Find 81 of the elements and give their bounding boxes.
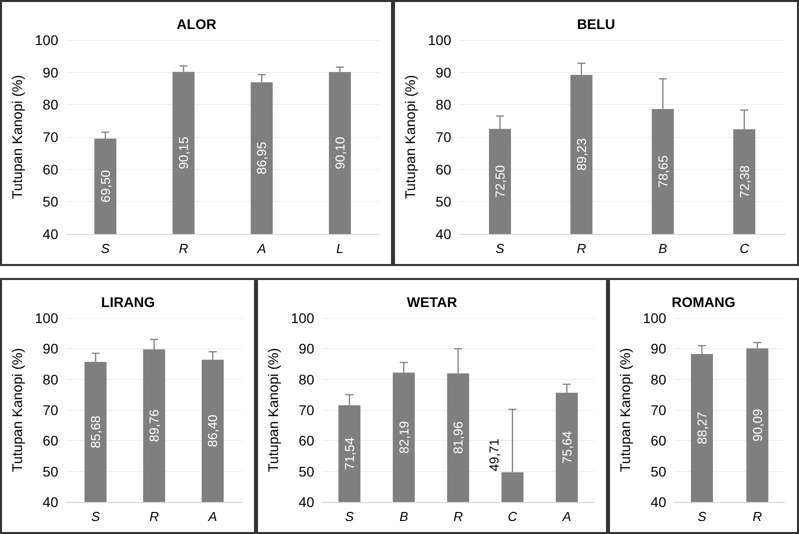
x-tick-label: A <box>256 241 266 256</box>
y-tick-label: 70 <box>42 402 58 418</box>
y-axis-title: Tutupan Kanopi (%) <box>9 75 25 199</box>
y-tick-label: 90 <box>436 64 452 80</box>
x-tick-label: C <box>508 509 518 524</box>
chart-title: ROMANG <box>672 294 736 310</box>
y-tick-label: 60 <box>650 432 666 449</box>
x-tick-label: S <box>101 241 110 256</box>
x-tick-label: R <box>453 509 463 524</box>
chart-title: LIRANG <box>101 294 155 310</box>
x-tick-label: A <box>207 509 218 524</box>
data-label: 69,50 <box>98 170 113 203</box>
y-axis-title: Tutupan Kanopi (%) <box>617 348 633 472</box>
x-tick-label: S <box>496 241 505 256</box>
y-tick-label: 80 <box>42 371 58 388</box>
y-tick-label: 50 <box>298 463 314 480</box>
x-tick-label: C <box>740 241 750 256</box>
x-tick-label: R <box>576 241 586 256</box>
x-tick-label: S <box>698 509 707 524</box>
data-label: 72,38 <box>736 165 752 198</box>
y-tick-label: 70 <box>650 402 666 418</box>
data-label: 85,68 <box>88 416 104 448</box>
y-tick-label: 50 <box>650 463 666 480</box>
x-tick-label: R <box>149 509 159 524</box>
y-tick-label: 40 <box>42 226 58 242</box>
y-axis-title: Tutupan Kanopi (%) <box>265 348 281 472</box>
y-tick-label: 60 <box>42 161 58 178</box>
y-tick-label: 100 <box>34 32 58 48</box>
chart-title: WETAR <box>406 294 458 310</box>
data-label: 78,65 <box>655 155 670 188</box>
y-tick-label: 60 <box>298 432 314 449</box>
chart-title: ALOR <box>176 16 216 32</box>
y-tick-label: 100 <box>34 310 58 326</box>
y-axis-title: Tutupan Kanopi (%) <box>402 75 418 199</box>
y-tick-label: 90 <box>42 340 58 357</box>
y-tick-label: 100 <box>290 310 314 326</box>
y-tick-label: 100 <box>642 310 666 326</box>
x-tick-label: S <box>345 509 354 524</box>
data-label: 49,71 <box>486 438 502 472</box>
y-tick-label: 100 <box>428 32 452 48</box>
y-tick-label: 80 <box>650 371 666 388</box>
x-tick-label: A <box>561 509 572 524</box>
data-label: 90,15 <box>176 136 192 170</box>
x-tick-label: B <box>658 241 668 256</box>
y-tick-label: 60 <box>42 432 58 449</box>
y-tick-label: 40 <box>42 494 58 510</box>
data-label: 90,09 <box>750 408 765 442</box>
data-label: 86,95 <box>254 142 270 174</box>
data-label: 89,23 <box>574 138 589 171</box>
x-tick-label: R <box>752 509 762 524</box>
data-label: 82,19 <box>396 421 412 454</box>
y-tick-label: 80 <box>42 96 58 113</box>
y-tick-label: 50 <box>42 194 58 210</box>
y-tick-label: 50 <box>436 194 452 210</box>
x-tick-label: S <box>91 509 100 524</box>
y-tick-label: 40 <box>298 494 314 510</box>
data-label: 88,27 <box>694 412 710 444</box>
data-label: 71,54 <box>342 437 357 470</box>
y-axis-title: Tutupan Kanopi (%) <box>9 348 25 472</box>
data-label: 90,10 <box>332 136 348 170</box>
data-label: 75,64 <box>559 431 574 464</box>
y-tick-label: 70 <box>436 129 452 145</box>
chart-title: BELU <box>576 16 616 32</box>
y-tick-label: 70 <box>42 129 58 145</box>
y-tick-label: 40 <box>650 494 666 510</box>
y-tick-label: 40 <box>436 226 452 242</box>
y-tick-label: 90 <box>298 340 314 357</box>
y-tick-label: 60 <box>436 161 452 178</box>
y-tick-label: 70 <box>298 402 314 418</box>
data-label: 86,40 <box>205 414 220 448</box>
data-label: 72,50 <box>492 165 508 198</box>
y-tick-label: 80 <box>298 371 314 388</box>
data-label: 89,76 <box>146 409 162 442</box>
y-tick-label: 50 <box>42 463 58 480</box>
data-label: 81,96 <box>450 421 466 454</box>
x-tick-label: L <box>336 241 344 256</box>
x-tick-label: B <box>399 509 408 524</box>
y-tick-label: 90 <box>42 64 58 80</box>
x-tick-label: R <box>178 241 188 256</box>
y-tick-label: 90 <box>650 340 666 357</box>
y-tick-label: 80 <box>436 96 452 113</box>
